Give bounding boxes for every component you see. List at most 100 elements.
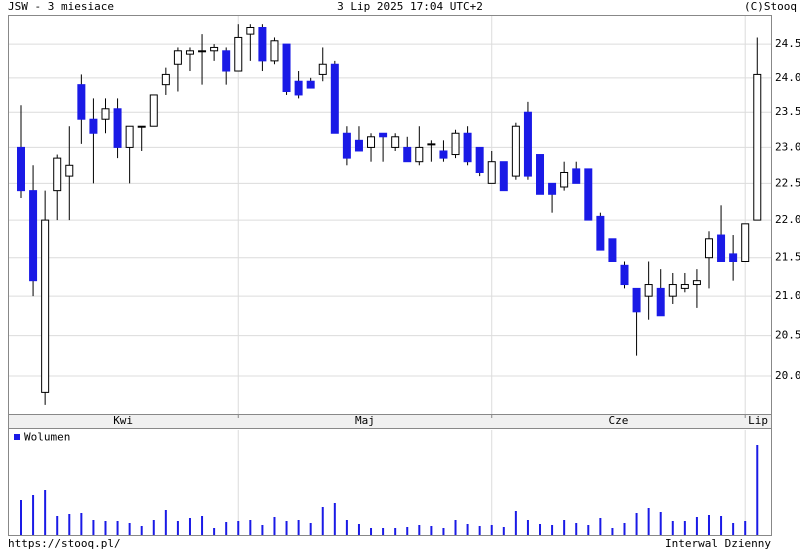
- volume-bar: [249, 520, 252, 535]
- candle-body: [149, 94, 158, 127]
- volume-bar: [345, 520, 348, 535]
- volume-panel: [8, 428, 772, 536]
- volume-bar: [370, 528, 373, 535]
- legend-label: Wolumen: [24, 431, 70, 444]
- candle-body: [246, 27, 255, 35]
- y-tick-label: 21.5: [775, 251, 800, 264]
- candle-body: [391, 136, 400, 148]
- candle-body: [620, 264, 629, 286]
- volume-bar: [563, 520, 566, 535]
- candle-body: [487, 161, 496, 184]
- candle-body: [137, 125, 146, 128]
- source: (C)Stooq: [744, 0, 797, 13]
- y-tick-label: 24.5: [775, 37, 800, 50]
- volume-bar: [490, 525, 493, 535]
- volume-bar: [321, 507, 324, 535]
- candle-body: [656, 287, 665, 317]
- candle-body: [306, 80, 315, 89]
- month-label: Lip: [748, 414, 768, 427]
- volume-bar: [394, 528, 397, 535]
- volume-bar: [92, 520, 95, 535]
- volume-bar: [454, 520, 457, 535]
- candle-body: [572, 168, 581, 184]
- volume-bar: [514, 511, 517, 535]
- month-label: Cze: [609, 414, 629, 427]
- volume-bar: [418, 525, 421, 535]
- candle-body: [65, 164, 74, 177]
- candle-body: [463, 132, 472, 163]
- volume-bar: [201, 516, 204, 535]
- date: 3 Lip 2025 17:04 UTC+2: [337, 0, 483, 13]
- candle-body: [741, 223, 750, 263]
- url[interactable]: https://stooq.pl/: [8, 537, 121, 550]
- volume-bar: [152, 520, 155, 535]
- candle-body: [608, 238, 617, 263]
- candle-body: [644, 284, 653, 297]
- volume-bar: [732, 523, 735, 535]
- y-tick-label: 23.0: [775, 140, 800, 153]
- candle-body: [198, 50, 207, 53]
- y-tick-label: 22.5: [775, 176, 800, 189]
- volume-bar: [237, 521, 240, 535]
- volume-bar: [659, 512, 662, 535]
- candle-body: [282, 43, 291, 93]
- candle-body: [101, 108, 110, 120]
- volume-bar: [707, 515, 710, 535]
- candle-body: [330, 63, 339, 134]
- volume-bar: [176, 521, 179, 535]
- volume-bar: [261, 525, 264, 535]
- candle-body: [680, 284, 689, 289]
- volume-bar: [683, 521, 686, 535]
- candle-body: [668, 284, 677, 297]
- candle-body: [258, 27, 267, 62]
- candle-body: [717, 234, 726, 263]
- candle-body: [210, 46, 219, 52]
- volume-bar: [406, 527, 409, 535]
- volume-bar: [611, 528, 614, 535]
- volume-bar: [80, 513, 83, 535]
- volume-bar: [466, 524, 469, 535]
- volume-bar: [647, 508, 650, 535]
- candle-body: [632, 287, 641, 313]
- candle-body: [354, 139, 363, 152]
- volume-bar: [539, 524, 542, 535]
- volume-bar: [333, 503, 336, 535]
- volume-bar: [526, 520, 529, 535]
- candle-body: [379, 132, 388, 138]
- volume-bar: [744, 521, 747, 535]
- volume-bar: [430, 526, 433, 535]
- volume-bar: [116, 521, 119, 535]
- title: JSW - 3 miesiace: [8, 0, 114, 13]
- candle-body: [125, 125, 134, 148]
- y-tick-label: 22.0: [775, 213, 800, 226]
- candle-body: [234, 36, 243, 72]
- candle-body: [511, 125, 520, 177]
- volume-bar: [297, 520, 300, 535]
- month-label: Kwi: [113, 414, 133, 427]
- candle-body: [367, 136, 376, 148]
- candle-body: [185, 50, 194, 55]
- volume-bar: [213, 528, 216, 535]
- volume-bar: [104, 521, 107, 535]
- volume-bar: [478, 526, 481, 535]
- volume-bar: [357, 524, 360, 535]
- candle-body: [222, 50, 231, 72]
- volume-bar: [56, 516, 59, 535]
- candle-body: [584, 168, 593, 221]
- candle-body: [161, 73, 170, 86]
- candle-body: [596, 215, 605, 251]
- candle-body: [173, 50, 182, 65]
- volume-bar: [285, 521, 288, 535]
- candle-body: [41, 219, 50, 393]
- volume-bar: [225, 522, 228, 535]
- volume-bar: [20, 500, 22, 535]
- volume-bar: [599, 518, 602, 535]
- candle-body: [692, 280, 701, 286]
- candle-body: [270, 40, 279, 62]
- volume-bar: [442, 528, 445, 535]
- candle-body: [475, 146, 484, 173]
- volume-bar: [575, 523, 578, 535]
- volume-bar: [623, 523, 626, 535]
- candle-body: [439, 150, 448, 159]
- candle-body: [113, 108, 122, 148]
